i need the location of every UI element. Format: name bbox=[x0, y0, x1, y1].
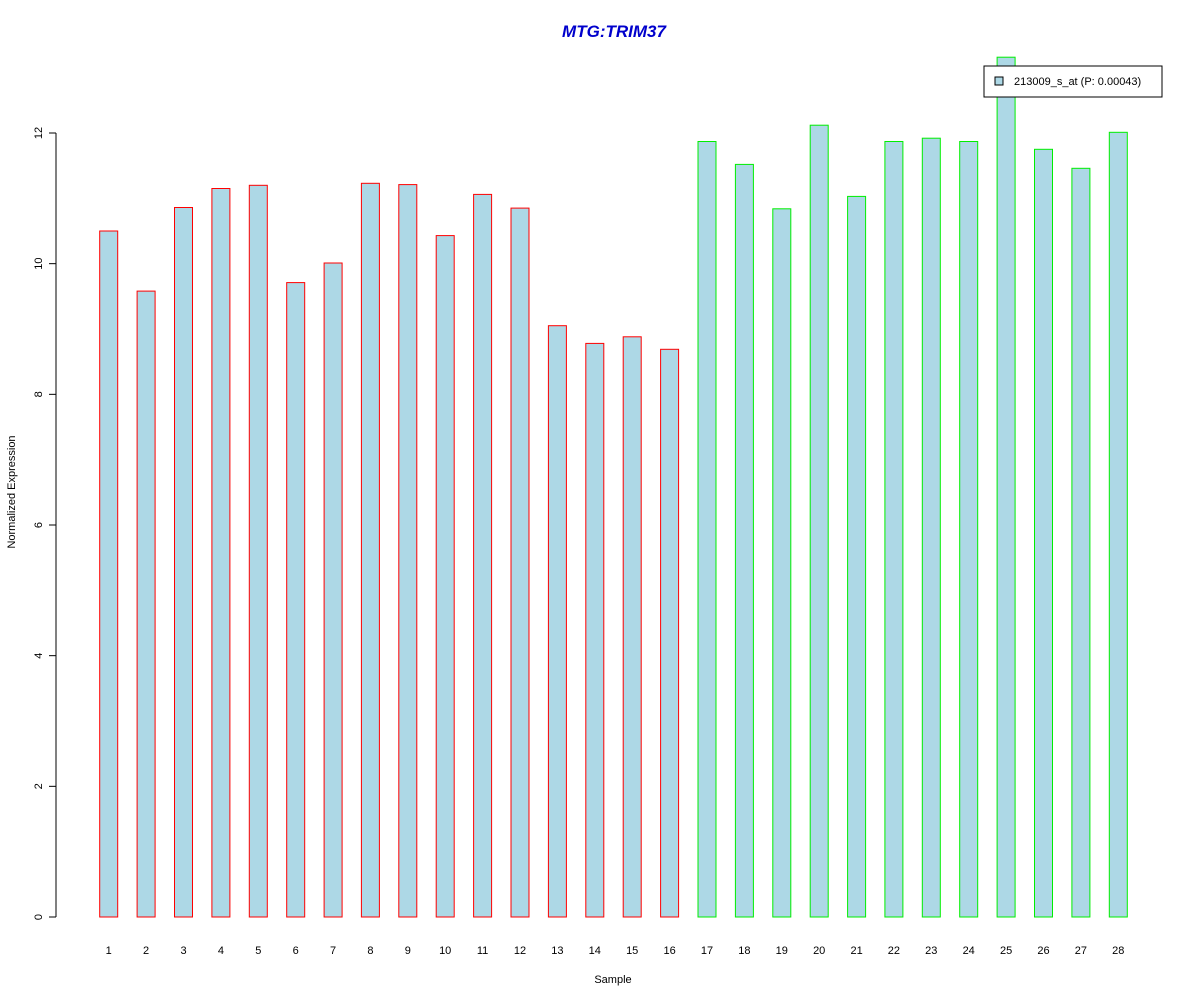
x-tick-label: 7 bbox=[330, 945, 336, 957]
bar-sample-8 bbox=[360, 182, 380, 918]
bar-sample-3 bbox=[174, 207, 193, 918]
bar-sample-18 bbox=[734, 163, 754, 918]
x-tick-label: 25 bbox=[1000, 945, 1012, 957]
x-tick-label: 6 bbox=[293, 945, 299, 957]
legend-label: 213009_s_at (P: 0.00043) bbox=[1014, 76, 1141, 88]
x-tick-label: 27 bbox=[1075, 945, 1087, 957]
y-tick-label: 6 bbox=[33, 522, 45, 528]
bar-sample-11 bbox=[473, 193, 493, 918]
bars-group bbox=[99, 56, 1128, 918]
y-axis: 0 2 4 6 8 10 12 bbox=[33, 127, 57, 920]
bar-sample-2 bbox=[136, 290, 156, 918]
x-tick-label: 1 bbox=[106, 945, 112, 957]
bar-sample-21 bbox=[847, 195, 867, 918]
bar-sample-12 bbox=[510, 207, 530, 918]
x-tick-label: 9 bbox=[405, 945, 411, 957]
bar-sample-15 bbox=[622, 336, 642, 918]
x-tick-label: 8 bbox=[367, 945, 373, 957]
y-tick-label: 8 bbox=[33, 391, 45, 397]
legend: 213009_s_at (P: 0.00043) bbox=[983, 65, 1163, 98]
x-tick-label: 16 bbox=[663, 945, 675, 957]
x-tick-label: 3 bbox=[180, 945, 186, 957]
chart-title: MTG:TRIM37 bbox=[562, 22, 667, 41]
x-tick-label: 5 bbox=[255, 945, 261, 957]
x-tick-label: 2 bbox=[143, 945, 149, 957]
bar-sample-23 bbox=[921, 137, 941, 918]
x-tick-label: 20 bbox=[813, 945, 825, 957]
x-tick-label: 18 bbox=[738, 945, 750, 957]
bar-sample-14 bbox=[585, 342, 605, 918]
bar-sample-22 bbox=[884, 141, 904, 918]
bar-sample-13 bbox=[547, 325, 567, 918]
x-tick-label: 24 bbox=[963, 945, 975, 957]
bar-sample-28 bbox=[1108, 131, 1128, 918]
x-tick-label: 13 bbox=[551, 945, 563, 957]
x-tick-label: 28 bbox=[1112, 945, 1124, 957]
bar-sample-20 bbox=[809, 124, 829, 918]
bar-sample-27 bbox=[1071, 167, 1091, 918]
x-tick-label: 19 bbox=[776, 945, 788, 957]
y-axis-label: Normalized Expression bbox=[6, 435, 18, 548]
bar-sample-17 bbox=[697, 141, 717, 918]
legend-swatch bbox=[994, 76, 1004, 86]
x-tick-label: 15 bbox=[626, 945, 638, 957]
y-tick-label: 10 bbox=[33, 258, 45, 270]
bar-sample-7 bbox=[323, 262, 343, 918]
y-tick-label: 4 bbox=[33, 653, 45, 659]
x-tick-label: 12 bbox=[514, 945, 526, 957]
x-tick-label: 21 bbox=[850, 945, 862, 957]
legend-box bbox=[983, 65, 1163, 98]
bar-sample-5 bbox=[248, 184, 268, 918]
x-tick-label: 22 bbox=[888, 945, 900, 957]
x-tick-label: 17 bbox=[701, 945, 713, 957]
bar-sample-4 bbox=[211, 188, 231, 918]
bar-sample-26 bbox=[1034, 148, 1053, 918]
bar-sample-16 bbox=[660, 348, 680, 918]
x-tick-label: 23 bbox=[925, 945, 937, 957]
x-axis-label: Sample bbox=[594, 974, 631, 986]
y-tick-label: 0 bbox=[33, 914, 45, 920]
bar-sample-1 bbox=[99, 230, 119, 918]
x-tick-label: 4 bbox=[218, 945, 224, 957]
bar-sample-24 bbox=[959, 141, 979, 918]
x-tick-label: 10 bbox=[439, 945, 451, 957]
bar-sample-9 bbox=[398, 184, 418, 918]
y-tick-label: 2 bbox=[33, 783, 45, 789]
x-tick-label: 11 bbox=[477, 945, 488, 957]
bar-sample-25 bbox=[996, 56, 1016, 918]
bar-sample-19 bbox=[772, 208, 792, 918]
bar-sample-10 bbox=[435, 235, 455, 918]
bar-sample-6 bbox=[286, 282, 306, 918]
y-tick-label: 12 bbox=[33, 127, 45, 139]
x-tick-label: 14 bbox=[589, 945, 601, 957]
x-axis-labels: 1 2 3 4 5 6 7 8 9 10 11 12 13 14 15 16 17 18 19 20 21 22 23 24 2… bbox=[106, 945, 1125, 957]
x-tick-label: 26 bbox=[1037, 945, 1049, 957]
